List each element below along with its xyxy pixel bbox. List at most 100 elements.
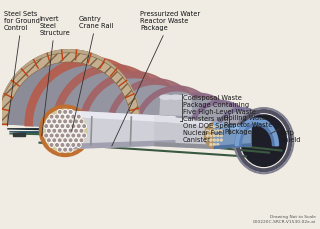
Circle shape: [55, 115, 59, 119]
Circle shape: [82, 134, 86, 138]
Polygon shape: [165, 99, 250, 137]
Circle shape: [50, 116, 53, 118]
Circle shape: [71, 124, 76, 129]
Ellipse shape: [241, 115, 286, 167]
Circle shape: [64, 111, 67, 114]
Polygon shape: [146, 138, 154, 140]
Text: Boiling Water
Reactor Waste
Package: Boiling Water Reactor Waste Package: [224, 114, 273, 134]
Circle shape: [220, 139, 222, 141]
Circle shape: [217, 135, 219, 137]
Polygon shape: [7, 129, 286, 134]
Circle shape: [75, 130, 77, 133]
Wedge shape: [0, 54, 140, 124]
Circle shape: [220, 131, 222, 132]
Circle shape: [58, 120, 62, 124]
Circle shape: [79, 129, 84, 133]
Circle shape: [72, 144, 75, 147]
Polygon shape: [86, 80, 199, 132]
Circle shape: [55, 134, 59, 138]
Circle shape: [48, 139, 50, 142]
Circle shape: [58, 148, 62, 152]
Ellipse shape: [204, 123, 224, 149]
Circle shape: [45, 125, 47, 128]
Circle shape: [52, 129, 56, 133]
Circle shape: [49, 115, 54, 119]
Circle shape: [68, 120, 73, 124]
Circle shape: [83, 125, 85, 128]
Circle shape: [71, 143, 76, 147]
Polygon shape: [214, 108, 270, 139]
Polygon shape: [60, 73, 182, 130]
Circle shape: [59, 120, 61, 123]
Circle shape: [76, 134, 81, 138]
Circle shape: [71, 115, 76, 119]
Circle shape: [210, 126, 212, 128]
Circle shape: [79, 120, 84, 124]
Circle shape: [63, 129, 67, 133]
Circle shape: [66, 124, 70, 129]
Circle shape: [48, 120, 50, 123]
Circle shape: [66, 115, 70, 119]
Polygon shape: [187, 101, 254, 137]
Circle shape: [69, 111, 72, 114]
Circle shape: [79, 139, 84, 143]
Circle shape: [47, 120, 51, 124]
Polygon shape: [241, 115, 286, 141]
Circle shape: [77, 135, 80, 137]
Text: Drip
Shield: Drip Shield: [281, 129, 301, 142]
Circle shape: [210, 144, 212, 146]
Circle shape: [53, 130, 56, 133]
Circle shape: [56, 144, 58, 147]
Text: Invert
Steel
Structure: Invert Steel Structure: [39, 16, 70, 136]
Circle shape: [59, 130, 61, 133]
Circle shape: [66, 143, 70, 147]
Circle shape: [44, 124, 48, 129]
Circle shape: [80, 130, 83, 133]
Circle shape: [61, 135, 64, 137]
Circle shape: [77, 116, 80, 118]
Circle shape: [76, 115, 81, 119]
Circle shape: [61, 144, 64, 147]
Ellipse shape: [180, 96, 192, 100]
Polygon shape: [180, 98, 192, 115]
Circle shape: [72, 116, 75, 118]
Circle shape: [80, 139, 83, 142]
Circle shape: [55, 143, 59, 147]
Circle shape: [58, 139, 62, 143]
Polygon shape: [214, 123, 251, 149]
Circle shape: [64, 130, 67, 133]
Circle shape: [75, 139, 77, 142]
Circle shape: [213, 144, 215, 146]
Circle shape: [47, 129, 51, 133]
Polygon shape: [218, 112, 284, 141]
Ellipse shape: [160, 96, 172, 100]
Polygon shape: [65, 112, 175, 122]
Circle shape: [210, 131, 212, 132]
Circle shape: [67, 135, 69, 137]
Polygon shape: [65, 141, 175, 149]
Circle shape: [74, 129, 78, 133]
Polygon shape: [34, 67, 165, 128]
Circle shape: [60, 124, 65, 129]
Circle shape: [213, 139, 215, 141]
Circle shape: [58, 129, 62, 133]
Circle shape: [39, 106, 91, 157]
Circle shape: [56, 125, 58, 128]
Circle shape: [67, 144, 69, 147]
Polygon shape: [160, 98, 172, 115]
Text: Gantry
Crane Rail: Gantry Crane Rail: [72, 16, 113, 131]
Circle shape: [61, 116, 64, 118]
Polygon shape: [170, 98, 182, 115]
Circle shape: [60, 134, 65, 138]
Circle shape: [76, 124, 81, 129]
Circle shape: [61, 125, 64, 128]
Circle shape: [45, 135, 47, 137]
Circle shape: [68, 148, 73, 152]
Polygon shape: [133, 87, 221, 134]
Circle shape: [69, 120, 72, 123]
Circle shape: [59, 139, 61, 142]
Polygon shape: [112, 86, 216, 134]
Polygon shape: [235, 118, 278, 146]
Polygon shape: [9, 134, 282, 140]
Circle shape: [63, 148, 67, 152]
